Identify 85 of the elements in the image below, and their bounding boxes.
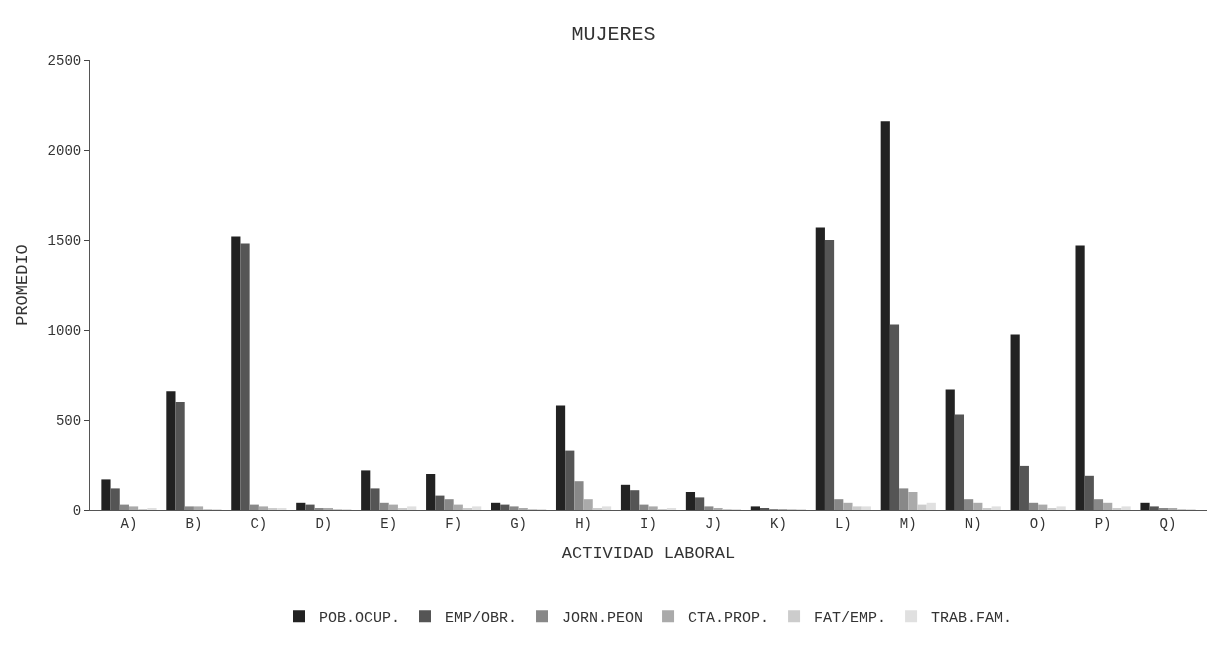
bar [843, 502, 853, 510]
bar [128, 506, 139, 510]
bar [815, 227, 825, 510]
bar [407, 506, 417, 510]
bar [620, 484, 631, 510]
y-tick-label: 0 [72, 502, 82, 519]
x-tick-label: F) [445, 515, 463, 532]
x-tick-label: P) [1094, 515, 1112, 532]
bar [852, 506, 862, 510]
x-tick-label: H) [575, 515, 592, 532]
bar [945, 389, 955, 510]
x-tick-label: N) [964, 515, 982, 532]
bar [1093, 499, 1104, 510]
bar [1028, 502, 1039, 510]
x-tick-label: G) [510, 515, 528, 532]
y-axis-title: PROMEDIO [13, 244, 33, 326]
bar [296, 502, 306, 510]
bar [555, 405, 566, 510]
y-tick-label: 500 [55, 412, 82, 429]
bar [648, 506, 658, 510]
bar [964, 499, 974, 510]
chart-title: MUJERES [571, 23, 656, 46]
x-tick-label: D) [315, 515, 333, 532]
bar [472, 506, 482, 510]
bar [861, 506, 871, 510]
bar [991, 506, 1001, 510]
bar [1056, 506, 1066, 510]
x-tick-label: Q) [1159, 515, 1177, 532]
bar [249, 504, 259, 510]
x-tick-label: O) [1029, 515, 1047, 532]
bar [834, 499, 844, 510]
bar [1140, 502, 1150, 510]
legend-label: FAT/EMP. [814, 610, 887, 628]
x-tick-label: K) [769, 515, 787, 532]
bar [453, 504, 463, 510]
legend-label: POB.OCUP. [319, 610, 401, 628]
bar [509, 506, 519, 510]
bar [1038, 504, 1048, 510]
bar [899, 488, 909, 510]
x-tick-label: B) [185, 515, 203, 532]
y-tick-label: 1500 [47, 232, 82, 249]
bar [750, 506, 760, 510]
bar [574, 481, 584, 510]
x-tick-label: L) [834, 515, 852, 532]
bar [704, 506, 714, 510]
bar [101, 479, 111, 510]
bar [973, 502, 983, 510]
bar [639, 504, 649, 510]
bar [601, 506, 612, 510]
bar [426, 474, 436, 510]
x-tick-label: M) [899, 515, 917, 532]
bar [193, 506, 204, 510]
legend-label: TRAB.FAM. [931, 610, 1013, 628]
x-tick-label: E) [380, 515, 398, 532]
bar [917, 504, 927, 510]
bar [379, 502, 389, 510]
bar [231, 236, 241, 510]
bar [1075, 245, 1085, 510]
bar [258, 506, 269, 510]
bar [388, 504, 398, 510]
bar [184, 506, 194, 510]
bar [166, 391, 176, 510]
bar [119, 504, 129, 510]
x-tick-label: C) [250, 515, 268, 532]
legend-label: CTA.PROP. [688, 610, 770, 628]
y-tick-label: 2500 [47, 52, 82, 69]
y-tick-label: 2000 [47, 142, 82, 159]
bar [361, 470, 371, 510]
x-tick-label: J) [705, 515, 722, 532]
legend-label: EMP/OBR. [445, 610, 518, 628]
y-tick-label: 1000 [47, 322, 82, 339]
x-tick-label: A) [120, 515, 138, 532]
bar [880, 121, 890, 510]
bar [491, 502, 501, 510]
bar [1010, 334, 1020, 510]
bar [444, 499, 454, 510]
bar [926, 502, 936, 510]
x-axis-title: ACTIVIDAD LABORAL [561, 544, 736, 564]
bar [1121, 506, 1131, 510]
legend-label: JORN.PEON [562, 610, 644, 628]
x-tick-label: I) [640, 515, 657, 532]
bar [908, 492, 918, 510]
bar [1103, 502, 1113, 510]
bar [685, 492, 696, 510]
bar [583, 499, 593, 510]
